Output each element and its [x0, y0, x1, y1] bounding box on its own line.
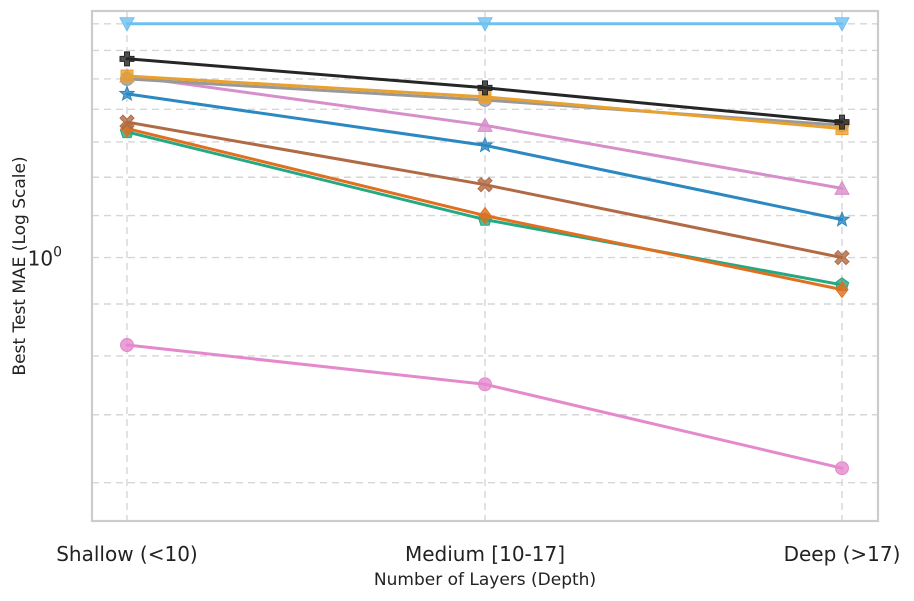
y-tick-label: 100 — [28, 245, 62, 271]
x-tick-label: Shallow (<10) — [56, 542, 198, 566]
y-axis-label: Best Test MAE (Log Scale) — [10, 156, 30, 375]
plot-frame — [90, 9, 880, 523]
series-series-1 — [119, 17, 850, 32]
marker-diamond — [835, 280, 849, 299]
marker-plus — [477, 80, 493, 96]
marker-triangle-down — [119, 17, 135, 32]
marker-x — [477, 176, 493, 193]
series-series-7 — [119, 114, 850, 266]
marker-triangle-up — [834, 180, 850, 195]
series-series-10 — [120, 338, 849, 476]
marker-circle — [478, 377, 492, 392]
x-axis-label: Number of Layers (Depth) — [374, 570, 596, 590]
marker-star — [476, 136, 494, 153]
x-tick-label: Deep (>17) — [784, 542, 901, 566]
series-group — [118, 17, 851, 476]
marker-plus — [834, 114, 850, 130]
marker-star — [118, 85, 136, 102]
series-series-8 — [120, 119, 849, 299]
x-axis-ticks: Shallow (<10) Medium [10-17] Deep (>17) — [56, 542, 900, 566]
marker-plus — [119, 51, 135, 67]
marker-triangle-down — [477, 17, 493, 32]
series-series-2 — [119, 51, 850, 130]
x-tick-label: Medium [10-17] — [405, 542, 565, 566]
marker-square — [120, 69, 134, 83]
marker-x — [834, 249, 850, 266]
marker-circle — [120, 338, 134, 353]
marker-x — [119, 114, 135, 130]
y-axis-ticks: 100 — [28, 245, 62, 271]
marker-circle — [835, 461, 849, 476]
marker-triangle-down — [834, 17, 850, 32]
marker-triangle-up — [477, 117, 493, 132]
marker-diamond — [478, 206, 492, 225]
marker-star — [833, 210, 851, 227]
series-series-6 — [118, 85, 851, 227]
